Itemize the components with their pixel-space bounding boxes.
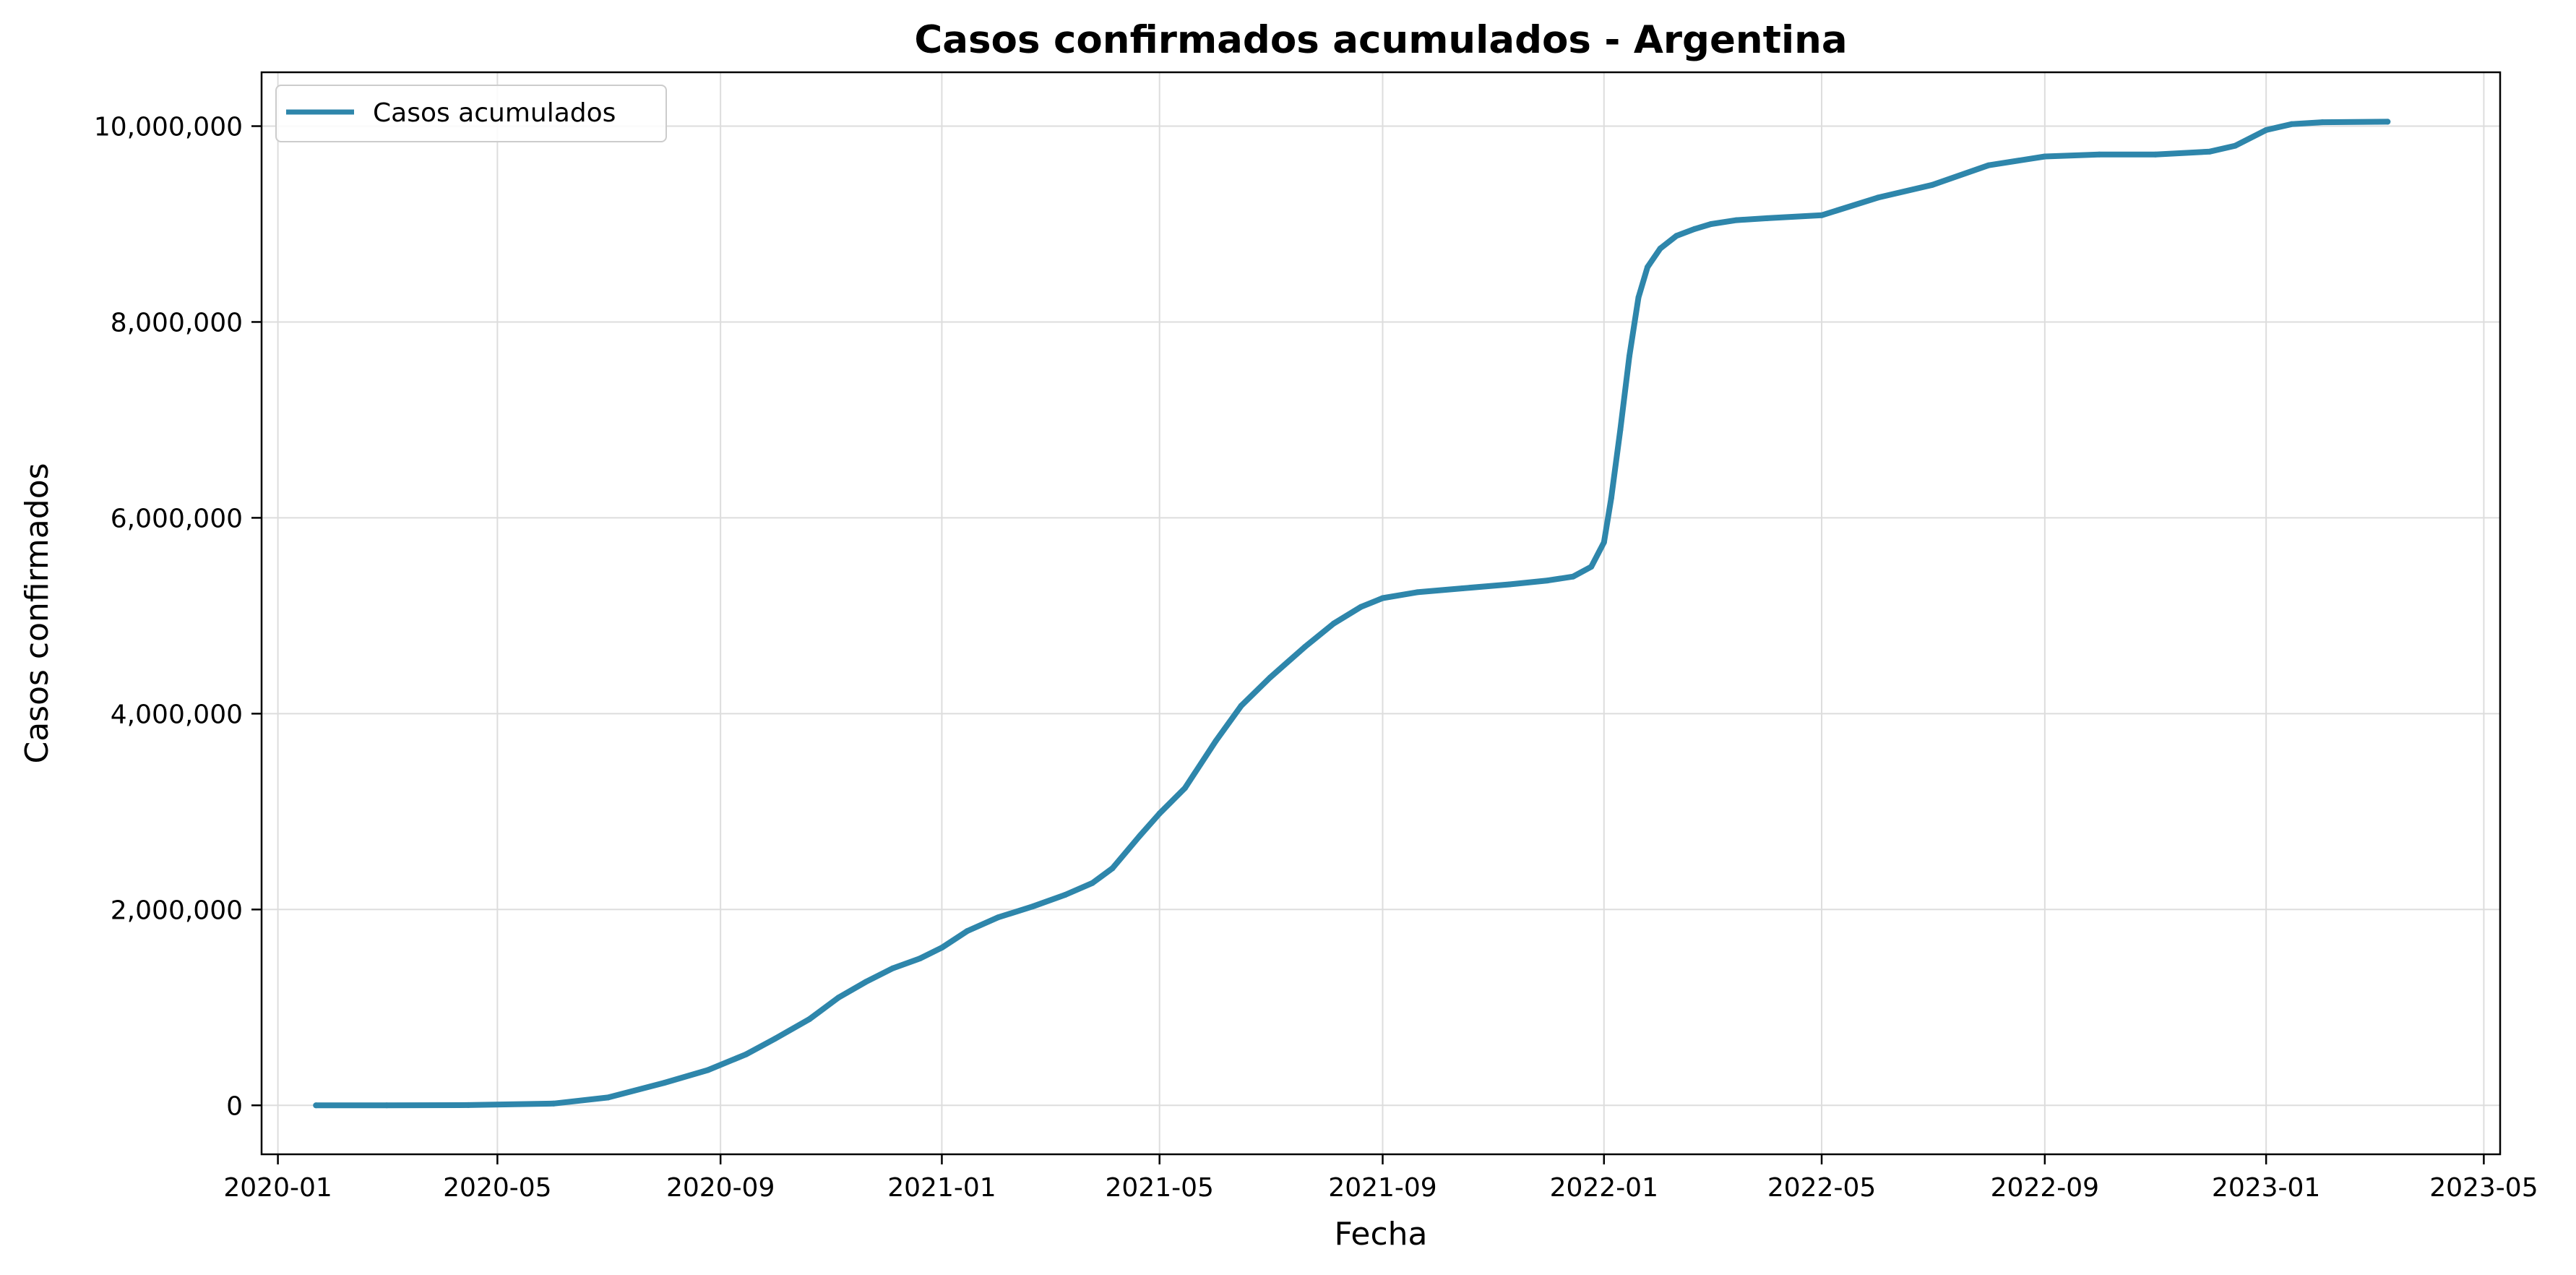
y-tick-label: 6,000,000 — [111, 504, 243, 533]
data-point — [1030, 903, 1035, 910]
data-point — [772, 1036, 778, 1042]
data-point — [465, 1102, 472, 1108]
data-point — [1692, 226, 1698, 232]
data-point — [1986, 162, 1991, 168]
data-point — [2041, 153, 2048, 160]
data-point — [605, 1094, 611, 1101]
x-tick-label: 2021-01 — [887, 1173, 996, 1203]
x-tick-label: 2020-01 — [223, 1173, 332, 1203]
data-point — [939, 945, 945, 951]
x-tick-label: 2021-05 — [1106, 1173, 1214, 1203]
series-line-casos-acumulados — [313, 119, 2391, 1109]
legend-label-casos-acumulados: Casos acumulados — [373, 98, 616, 128]
x-tick-label: 2022-09 — [1991, 1173, 2099, 1203]
data-point — [1929, 181, 1936, 188]
y-tick-label: 2,000,000 — [111, 896, 243, 925]
plot-frame — [260, 71, 2502, 1156]
y-tick-label: 0 — [226, 1091, 243, 1121]
data-point — [1156, 810, 1163, 817]
data-point — [1764, 215, 1770, 221]
x-tick-label: 2020-09 — [666, 1173, 775, 1203]
x-axis: 2020-01 2020-05 2020-09 2021-01 2021-05 2021-… — [223, 1154, 2538, 1203]
x-tick-label: 2022-01 — [1550, 1173, 1658, 1203]
x-tick-label: 2022-05 — [1767, 1173, 1876, 1203]
data-point — [2263, 126, 2270, 133]
series-layer — [313, 119, 2391, 1109]
data-point — [661, 1080, 668, 1086]
data-point — [2319, 119, 2325, 126]
data-point — [1545, 578, 1551, 584]
data-point — [1601, 539, 1607, 546]
data-point — [889, 965, 896, 971]
y-tick-label: 4,000,000 — [111, 700, 243, 729]
data-point — [1330, 620, 1337, 627]
x-axis-label: Fecha — [1334, 1216, 1427, 1253]
data-point — [1570, 573, 1577, 580]
data-point — [806, 1016, 813, 1022]
data-point — [313, 1102, 319, 1109]
grid — [262, 72, 2500, 1154]
data-point — [1181, 785, 1188, 791]
legend: Casos acumulados — [275, 85, 667, 142]
data-point — [1588, 564, 1595, 570]
data-point — [1657, 245, 1663, 252]
data-point — [1819, 212, 1825, 218]
data-point — [863, 979, 869, 985]
data-point — [964, 928, 970, 935]
data-point — [1301, 644, 1308, 651]
data-point — [1379, 595, 1386, 601]
data-point — [1626, 353, 1632, 359]
data-point — [1414, 589, 1421, 596]
data-point — [1617, 426, 1624, 433]
data-point — [1507, 581, 1513, 588]
data-point — [1608, 495, 1614, 502]
data-point — [2288, 121, 2295, 127]
data-point — [1238, 703, 1244, 709]
y-tick-label: 10,000,000 — [94, 113, 243, 142]
data-point — [1645, 264, 1650, 270]
data-point — [2385, 119, 2391, 125]
data-point — [1358, 604, 1364, 610]
legend-box — [275, 85, 667, 142]
x-tick-label: 2023-01 — [2212, 1173, 2320, 1203]
data-point — [384, 1102, 390, 1109]
data-point — [551, 1100, 557, 1107]
x-tick-label: 2023-05 — [2429, 1173, 2538, 1203]
data-point — [705, 1067, 711, 1073]
data-point — [1733, 217, 1740, 223]
data-point — [743, 1051, 749, 1057]
data-point — [1212, 738, 1219, 744]
data-point — [1109, 865, 1116, 872]
data-point — [1635, 294, 1642, 301]
data-point — [1267, 674, 1273, 681]
y-axis: 0 2,000,000 4,000,000 6,000,000 8,000,000 10,… — [94, 113, 262, 1121]
data-point — [1062, 892, 1069, 898]
data-point — [2207, 148, 2213, 155]
data-point — [2232, 142, 2239, 149]
chart-title: Casos confirmados acumulados - Argentina — [914, 18, 1847, 62]
data-point — [2096, 151, 2103, 158]
data-point — [1707, 221, 1714, 227]
data-point — [1460, 585, 1465, 591]
data-point — [835, 995, 842, 1001]
data-point — [1874, 194, 1881, 201]
data-point — [2153, 151, 2158, 158]
y-axis-label: Casos confirmados — [19, 463, 56, 763]
data-point — [995, 914, 1001, 921]
y-tick-label: 8,000,000 — [111, 308, 243, 338]
x-tick-label: 2020-05 — [443, 1173, 551, 1203]
data-point — [917, 956, 923, 961]
data-point — [1137, 833, 1143, 839]
x-tick-label: 2021-09 — [1328, 1173, 1436, 1203]
data-point — [1673, 233, 1680, 239]
data-point — [1089, 880, 1095, 886]
